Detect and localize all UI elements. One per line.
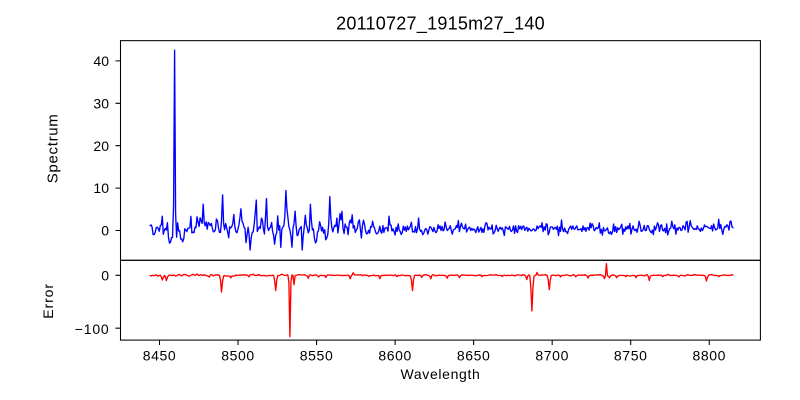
svg-text:Spectrum: Spectrum bbox=[45, 114, 62, 184]
svg-text:0: 0 bbox=[101, 223, 109, 239]
svg-text:−100: −100 bbox=[75, 321, 110, 337]
svg-text:30: 30 bbox=[93, 95, 109, 111]
svg-text:8800: 8800 bbox=[692, 348, 726, 364]
svg-text:Wavelength: Wavelength bbox=[400, 366, 480, 382]
svg-text:20110727_1915m27_140: 20110727_1915m27_140 bbox=[336, 14, 545, 35]
svg-text:8450: 8450 bbox=[143, 348, 177, 364]
svg-text:8750: 8750 bbox=[614, 348, 648, 364]
svg-text:8650: 8650 bbox=[457, 348, 491, 364]
svg-text:8550: 8550 bbox=[300, 348, 334, 364]
svg-text:8700: 8700 bbox=[535, 348, 569, 364]
svg-text:20: 20 bbox=[93, 138, 109, 154]
svg-text:8600: 8600 bbox=[378, 348, 412, 364]
svg-text:40: 40 bbox=[93, 53, 109, 69]
svg-text:10: 10 bbox=[93, 180, 109, 196]
svg-text:Error: Error bbox=[40, 283, 56, 319]
svg-text:8500: 8500 bbox=[221, 348, 255, 364]
svg-text:0: 0 bbox=[101, 267, 109, 283]
